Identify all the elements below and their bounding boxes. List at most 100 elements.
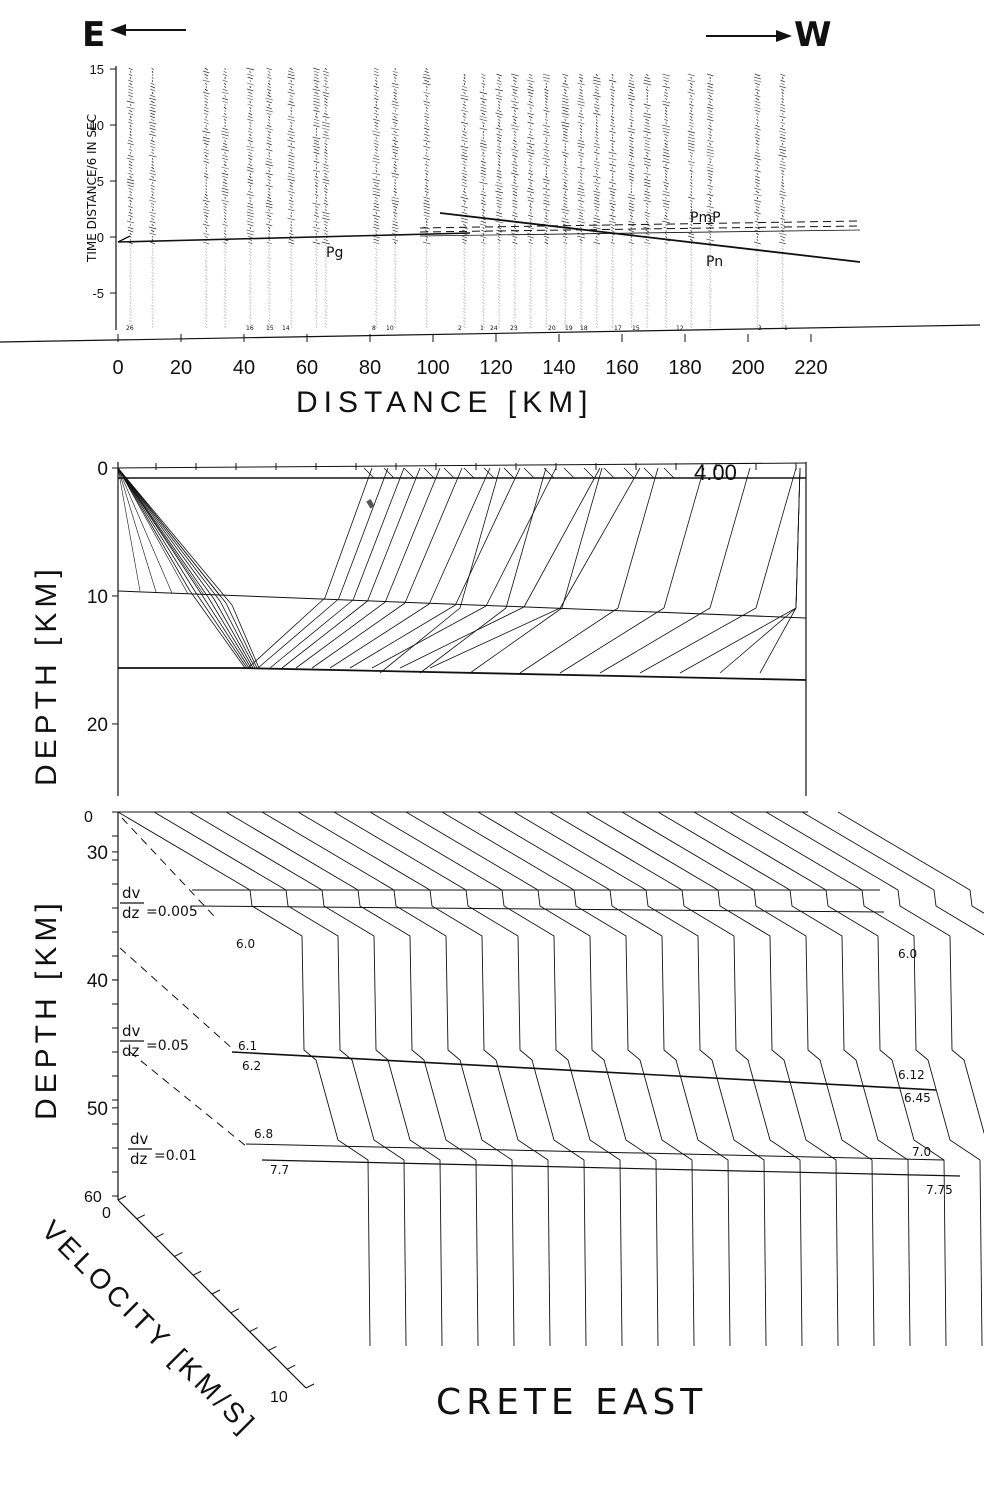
left-value-1: 6.1: [238, 1039, 257, 1053]
velocity-y-axis-label: DEPTH [KM]: [30, 898, 63, 1120]
station-number: 10: [386, 325, 394, 332]
seismogram-trace: [510, 73, 519, 329]
west-arrow-icon: [706, 30, 792, 42]
ray-head-upper: [709, 467, 751, 609]
seismogram-y-tick-label: 15: [90, 62, 104, 77]
velocity-axis-tick: [136, 1214, 146, 1220]
ray-down: [117, 467, 215, 600]
layer-boundary-2: [231, 1051, 937, 1091]
conrad-interface: [117, 590, 807, 619]
seismogram-trace: [148, 67, 157, 329]
ray-up-lower: [399, 606, 525, 669]
ray-down-lower: [207, 596, 252, 669]
ray-shallow: [117, 467, 205, 596]
station-number: 12: [676, 325, 684, 332]
gradient-3-denominator: dz: [130, 1150, 148, 1168]
gradient-2-value: =0.05: [146, 1038, 189, 1054]
seismogram-trace: [479, 73, 488, 329]
seismogram-trace: [265, 67, 274, 329]
crust-ray-tick: [403, 467, 415, 479]
pmp-curve-upper: [419, 220, 861, 229]
velocity-profiles: [112, 811, 984, 1347]
velocity-profile: [117, 811, 371, 1347]
pg-curve-start: [117, 235, 131, 243]
ray-up-upper: [455, 467, 521, 606]
velocity-axis-tick: [155, 1233, 164, 1239]
left-value-4: 7.7: [270, 1163, 289, 1177]
right-value-3: 7.0: [912, 1145, 931, 1159]
ray-up-lower: [281, 600, 368, 669]
east-arrow-icon: [110, 24, 186, 36]
seismogram-trace: [526, 73, 535, 329]
ray-down-lower: [213, 598, 254, 669]
ray-head-upper: [663, 467, 705, 609]
gradient-guide-2: [119, 947, 235, 1051]
ray-down-lower: [219, 600, 256, 669]
gradient-1-value: =0.005: [146, 904, 198, 920]
ray-head-upper: [561, 467, 603, 609]
right-value-4: 7.75: [926, 1183, 953, 1197]
seismogram-trace: [391, 67, 400, 329]
station-number: 15: [632, 325, 640, 332]
seismogram-x-tick-label: 100: [416, 357, 449, 379]
ray-down: [117, 467, 191, 592]
seismogram-x-axis-label: DISTANCE [KM]: [296, 386, 593, 419]
crust-ray-tick: [423, 467, 435, 479]
layer-boundary-3: [245, 1143, 945, 1161]
station-number: 8: [372, 325, 376, 332]
seismogram-trace: [627, 73, 636, 329]
crust-ray-tick: [543, 467, 555, 479]
velocity-profile: [801, 811, 984, 936]
station-number: 14: [282, 325, 290, 332]
ray-head-lower: [559, 607, 665, 674]
gradient-1-denominator: dz: [122, 904, 140, 922]
ray-down-lower: [201, 594, 250, 669]
seismogram-trace: [126, 67, 135, 329]
layer-boundary-1b: [193, 905, 885, 913]
ray-shallow: [117, 467, 173, 594]
seismogram-trace: [643, 73, 652, 329]
velocity-axis: [117, 1195, 315, 1389]
station-number: 20: [548, 325, 556, 332]
seismogram-trace: [561, 73, 570, 329]
crust-ray-tick: [523, 467, 535, 479]
seismogram-x-tick-label: 40: [233, 357, 255, 379]
crust-ray-tick: [363, 467, 375, 479]
ray-head-upper: [617, 467, 659, 609]
ray-head-lower: [519, 607, 619, 674]
ray-down-lower: [231, 604, 260, 669]
velocity-axis-label: VELOCITY [KM/S]: [36, 1214, 263, 1441]
ray-up-upper: [352, 467, 405, 601]
velocity-axis-tick: [174, 1251, 183, 1257]
velocity-profile: [297, 811, 551, 1347]
velocity-profile: [729, 811, 983, 1347]
velocity-axis-tick: [305, 1383, 315, 1389]
seismogram-x-tick-label: 140: [542, 357, 575, 379]
seismogram-y-tick-label: 0: [97, 230, 104, 245]
velocity-panel: DEPTH [KM] 0 60 0 10 VELOCITY [KM/S] dv …: [30, 809, 984, 1441]
seismogram-x-tick-label: 60: [296, 357, 318, 379]
gradient-label-2: dv dz =0.05: [120, 1022, 189, 1060]
ray-up-lower: [371, 605, 487, 669]
velocity-axis-tick: [268, 1345, 277, 1351]
ray-down: [117, 467, 233, 606]
velocity-profile: [585, 811, 839, 1347]
source-marker: [366, 499, 375, 509]
seismogram-trace: [372, 67, 381, 329]
right-value-0: 6.0: [898, 947, 917, 961]
ray-up-lower: [429, 607, 561, 669]
station-number: 16: [246, 325, 254, 332]
ray-head-lower: [639, 607, 757, 674]
moho-interface-right: [239, 667, 807, 681]
ray-shallow: [117, 467, 157, 593]
crust-ray-tick: [383, 467, 395, 479]
ray-up-lower: [329, 603, 430, 669]
crust-ray-tick: [483, 467, 495, 479]
velocity-profile: [189, 811, 443, 1347]
pmp-curve-lower: [419, 225, 861, 233]
depth-tick-60: 60: [84, 1189, 102, 1206]
ray-up-lower: [269, 599, 354, 669]
seismogram-trace: [321, 67, 330, 329]
